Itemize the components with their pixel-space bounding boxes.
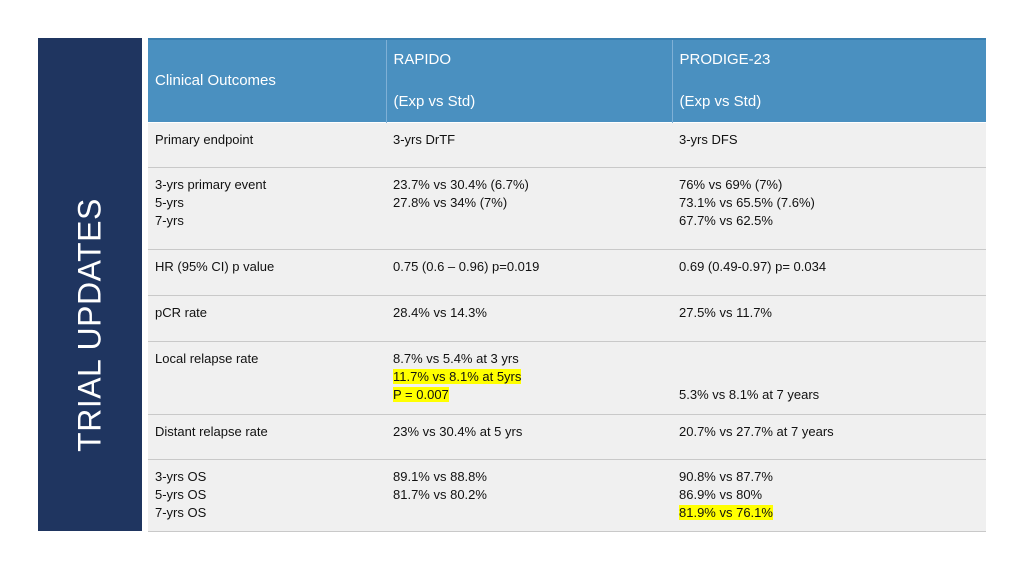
- cell-outcome: Local relapse rate: [148, 341, 386, 415]
- cell-outcome: pCR rate: [148, 295, 386, 342]
- cell-prodige: 5.3% vs 8.1% at 7 years: [672, 341, 986, 415]
- table-row: 3-yrs primary event 5-yrs 7-yrs 23.7% vs…: [148, 167, 986, 250]
- cell-rapido: 3-yrs DrTF: [386, 122, 672, 168]
- table-row: Primary endpoint 3-yrs DrTF 3-yrs DFS: [148, 122, 986, 168]
- header-prodige: PRODIGE-23 (Exp vs Std): [672, 38, 986, 123]
- table-row: HR (95% CI) p value 0.75 (0.6 – 0.96) p=…: [148, 249, 986, 296]
- table-header-row: Clinical Outcomes RAPIDO (Exp vs Std) PR…: [148, 38, 986, 123]
- highlighted-text: 11.7% vs 8.1% at 5yrs: [393, 369, 522, 384]
- highlighted-text: P = 0.007: [393, 387, 449, 402]
- cell-outcome: 3-yrs OS 5-yrs OS 7-yrs OS: [148, 459, 386, 532]
- clinical-outcomes-table: Clinical Outcomes RAPIDO (Exp vs Std) PR…: [148, 38, 986, 532]
- header-rapido: RAPIDO (Exp vs Std): [386, 38, 673, 123]
- header-rapido-sub: (Exp vs Std): [393, 93, 476, 110]
- header-clinical-outcomes: Clinical Outcomes: [148, 38, 387, 123]
- cell-outcome: 3-yrs primary event 5-yrs 7-yrs: [148, 167, 386, 250]
- cell-rapido: 8.7% vs 5.4% at 3 yrs 11.7% vs 8.1% at 5…: [386, 341, 672, 415]
- cell-rapido: 23% vs 30.4% at 5 yrs: [386, 414, 672, 460]
- table-row: 3-yrs OS 5-yrs OS 7-yrs OS 89.1% vs 88.8…: [148, 459, 986, 532]
- cell-prodige: 27.5% vs 11.7%: [672, 295, 986, 342]
- header-prodige-sub: (Exp vs Std): [679, 93, 762, 110]
- sidebar-title: TRIAL UPDATES: [71, 198, 108, 452]
- cell-prodige: 76% vs 69% (7%) 73.1% vs 65.5% (7.6%) 67…: [672, 167, 986, 250]
- sidebar-banner: TRIAL UPDATES: [38, 38, 142, 531]
- cell-prodige: 0.69 (0.49-0.97) p= 0.034: [672, 249, 986, 296]
- table-row: Local relapse rate 8.7% vs 5.4% at 3 yrs…: [148, 341, 986, 415]
- cell-prodige: 3-yrs DFS: [672, 122, 986, 168]
- cell-rapido: 23.7% vs 30.4% (6.7%) 27.8% vs 34% (7%): [386, 167, 672, 250]
- cell-outcome: HR (95% CI) p value: [148, 249, 386, 296]
- cell-prodige: 90.8% vs 87.7% 86.9% vs 80% 81.9% vs 76.…: [672, 459, 986, 532]
- cell-rapido: 28.4% vs 14.3%: [386, 295, 672, 342]
- table-row: pCR rate 28.4% vs 14.3% 27.5% vs 11.7%: [148, 295, 986, 342]
- cell-outcome: Distant relapse rate: [148, 414, 386, 460]
- cell-outcome: Primary endpoint: [148, 122, 386, 168]
- cell-rapido: 89.1% vs 88.8% 81.7% vs 80.2%: [386, 459, 672, 532]
- header-prodige-name: PRODIGE-23: [679, 51, 771, 68]
- header-rapido-name: RAPIDO: [393, 51, 452, 68]
- cell-prodige: 20.7% vs 27.7% at 7 years: [672, 414, 986, 460]
- cell-rapido: 0.75 (0.6 – 0.96) p=0.019: [386, 249, 672, 296]
- highlighted-text: 81.9% vs 76.1%: [679, 505, 773, 520]
- table-row: Distant relapse rate 23% vs 30.4% at 5 y…: [148, 414, 986, 460]
